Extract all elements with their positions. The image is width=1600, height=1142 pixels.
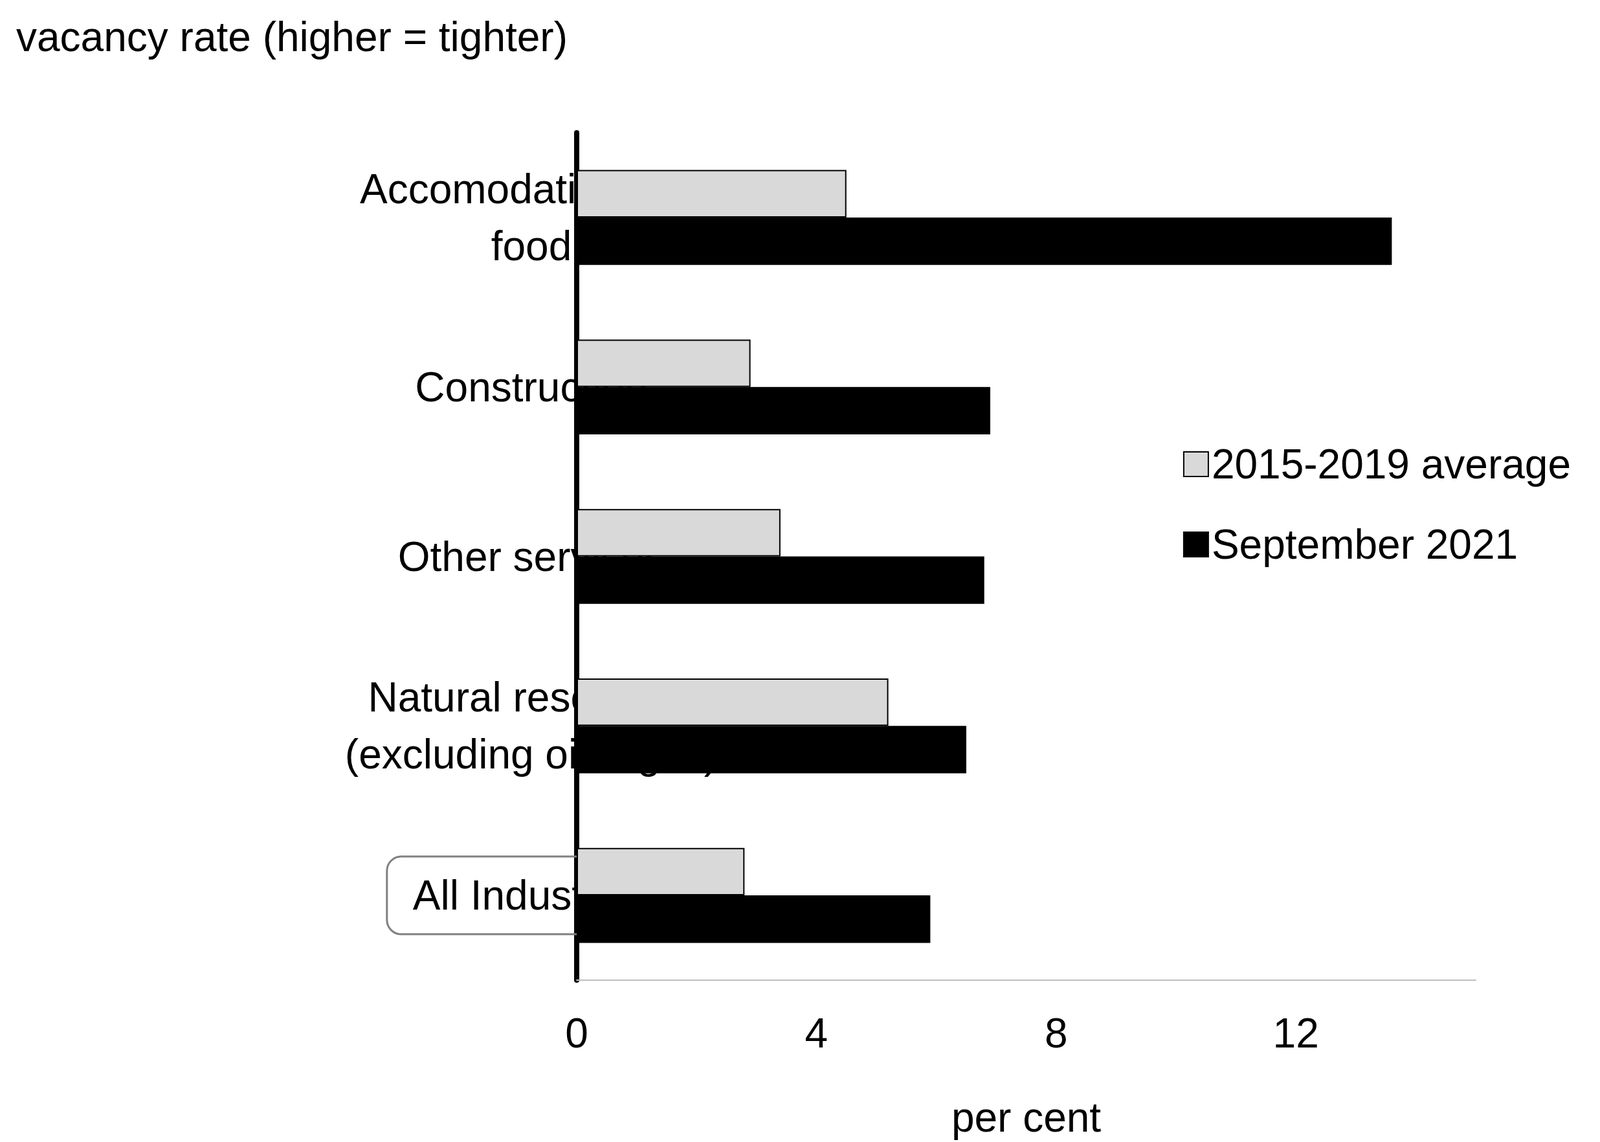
svg-text:food: food — [491, 222, 573, 270]
svg-text:(excluding oil & gas): (excluding oil & gas) — [344, 730, 718, 778]
svg-text:8: 8 — [1044, 1009, 1068, 1057]
svg-text:2015-2019 average: 2015-2019 average — [1211, 440, 1571, 488]
svg-text:4: 4 — [805, 1009, 829, 1057]
svg-text:Other services: Other services — [397, 533, 665, 580]
svg-text:Natural resources: Natural resources — [367, 673, 695, 721]
svg-text:vacancy rate (higher = tighter: vacancy rate (higher = tighter) — [16, 13, 568, 61]
svg-text:12: 12 — [1273, 1009, 1320, 1057]
svg-text:All Industries: All Industries — [412, 871, 650, 919]
svg-text:September 2021: September 2021 — [1211, 521, 1518, 568]
svg-text:per cent: per cent — [951, 1093, 1101, 1141]
svg-text:Accomodation and: Accomodation and — [359, 165, 703, 213]
svg-text:0: 0 — [565, 1009, 589, 1057]
svg-text:Construction: Construction — [415, 363, 648, 411]
